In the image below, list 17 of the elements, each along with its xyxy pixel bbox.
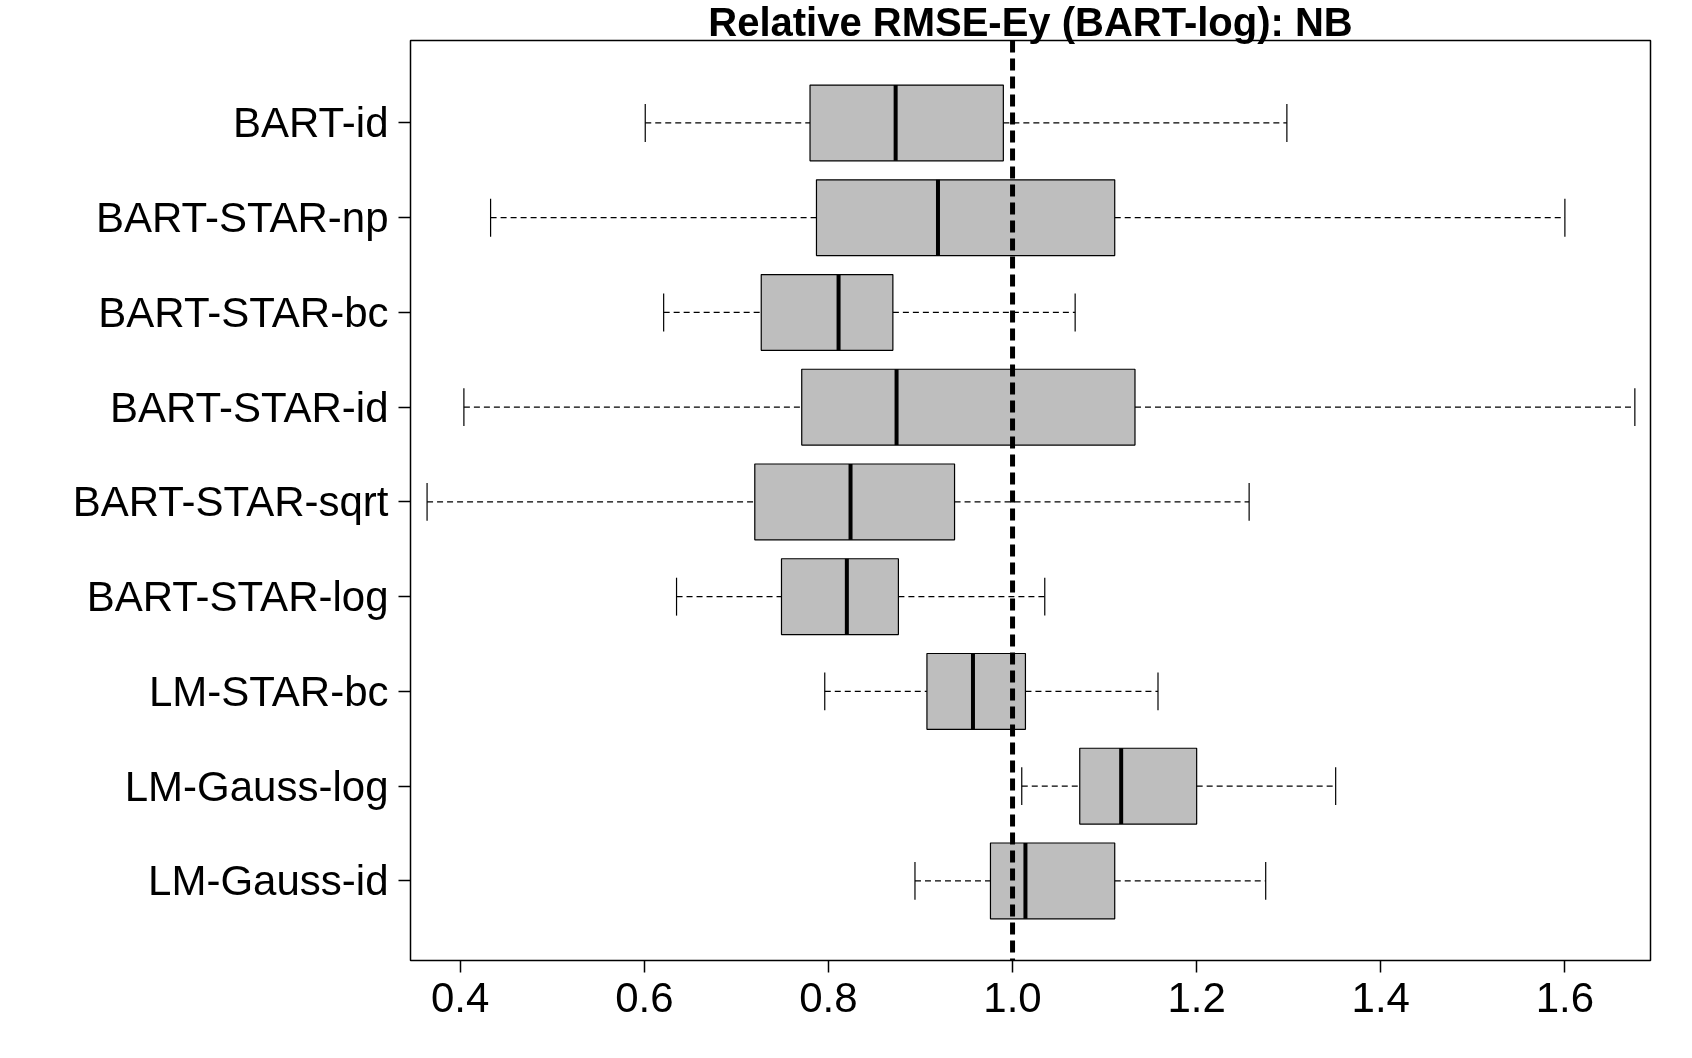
- y-tick-label: LM-Gauss-id: [148, 857, 389, 905]
- x-tick-label: 1.6: [1535, 973, 1595, 1021]
- x-tick-label: 1.0: [983, 973, 1042, 1021]
- chart-title: Relative RMSE-Ey (BART-log): NB: [708, 0, 1353, 44]
- x-tick-label: 1.4: [1351, 973, 1410, 1021]
- y-tick-label: LM-STAR-bc: [148, 667, 389, 715]
- x-tick-label: 0.6: [615, 973, 674, 1021]
- y-tick-label: BART-STAR-np: [95, 194, 389, 242]
- x-tick-label: 0.8: [799, 973, 858, 1021]
- y-tick-label: BART-STAR-sqrt: [72, 478, 389, 526]
- y-tick-label: BART-STAR-bc: [98, 288, 389, 336]
- y-tick-label: BART-STAR-id: [110, 383, 389, 431]
- y-tick-label: BART-STAR-log: [86, 573, 389, 621]
- x-tick-label: 0.4: [431, 973, 490, 1021]
- y-tick-label: BART-id: [232, 99, 389, 147]
- y-tick-label: LM-Gauss-log: [124, 762, 389, 810]
- x-tick-label: 1.2: [1167, 973, 1226, 1021]
